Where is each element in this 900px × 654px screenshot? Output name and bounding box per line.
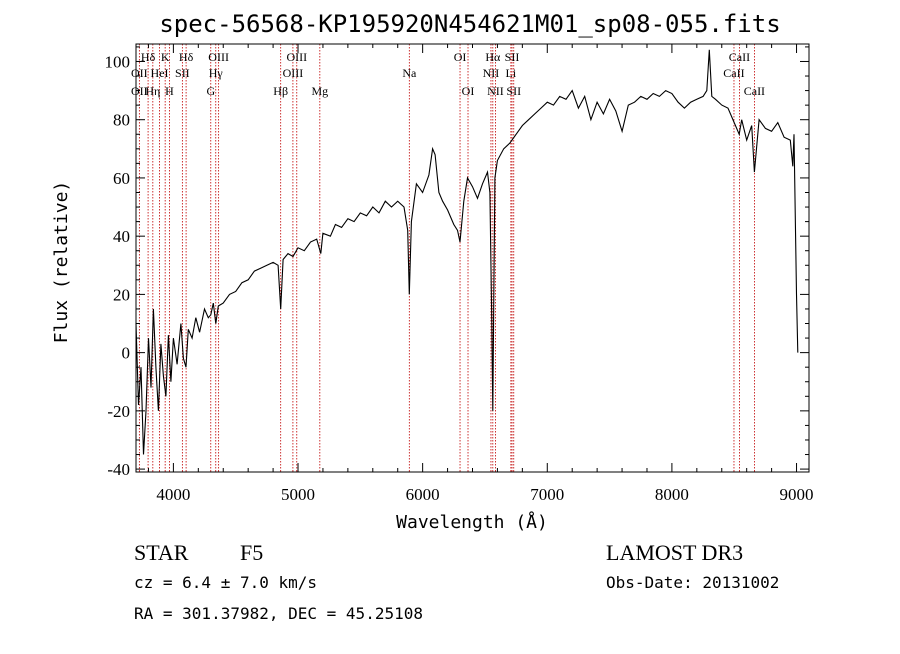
y-tick-label: -20 [107,402,130,421]
x-tick-label: 5000 [281,485,315,504]
y-tick-label: -40 [107,460,130,479]
line-label: SII [175,66,190,80]
x-tick-label: 8000 [655,485,689,504]
line-label: NII [483,66,500,80]
y-tick-label: 40 [113,227,130,246]
x-tick-label: 6000 [406,485,440,504]
line-label: Hγ [209,66,224,80]
y-tick-label: 100 [105,52,131,71]
x-tick-label: 7000 [530,485,564,504]
plot-frame [135,43,810,473]
line-label: Hβ [273,84,288,98]
observation-date: Obs-Date: 20131002 [606,573,779,592]
line-label: H [165,84,174,98]
coordinates: RA = 301.37982, DEC = 45.25108 [134,604,423,623]
line-label: CaII [744,84,765,98]
x-axis-label: Wavelength (Å) [396,511,548,533]
line-label: OIII [283,66,304,80]
spectrum-series-line [135,49,799,455]
line-label: OII [131,66,148,80]
y-tick-label: 20 [113,285,130,304]
chart-title: spec-56568-KP195920N454621M01_sp08-055.f… [159,10,780,38]
y-tick-label: 80 [113,111,130,130]
line-label: Hη [145,84,160,98]
x-tick-label: 4000 [156,485,190,504]
object-subclass: F5 [240,540,263,565]
line-label: NII [487,84,504,98]
y-tick-label: 60 [113,169,130,188]
line-label: Hδ [179,50,194,64]
x-tick-label: 9000 [780,485,814,504]
line-label: CaII [723,66,744,80]
line-label: CaII [729,50,750,64]
y-axis-ticks: -40 -20 0 20 40 60 80 100 [105,46,809,479]
line-label: Hα [485,50,501,64]
line-label: Na [402,66,417,80]
line-label: OIII [208,50,229,64]
redshift-velocity: cz = 6.4 ± 7.0 km/s [134,573,317,592]
line-label: HeI [151,66,169,80]
line-label: OI [462,84,475,98]
line-label: OI [454,50,467,64]
object-class: STAR [134,540,189,565]
line-label: SII [506,84,521,98]
line-label: SII [505,50,520,64]
line-label: Mg [311,84,328,98]
survey-name: LAMOST DR3 [606,540,743,565]
line-label: G [206,84,215,98]
line-label: K [161,50,170,64]
line-label: Li [506,66,517,80]
x-axis-ticks: 4000 5000 6000 7000 8000 9000 [147,44,814,504]
y-tick-label: 0 [122,344,131,363]
spectral-line-markers [138,44,755,472]
line-label: Hδ [141,50,156,64]
line-label: OIII [286,50,307,64]
y-axis-label: Flux (relative) [51,181,72,344]
